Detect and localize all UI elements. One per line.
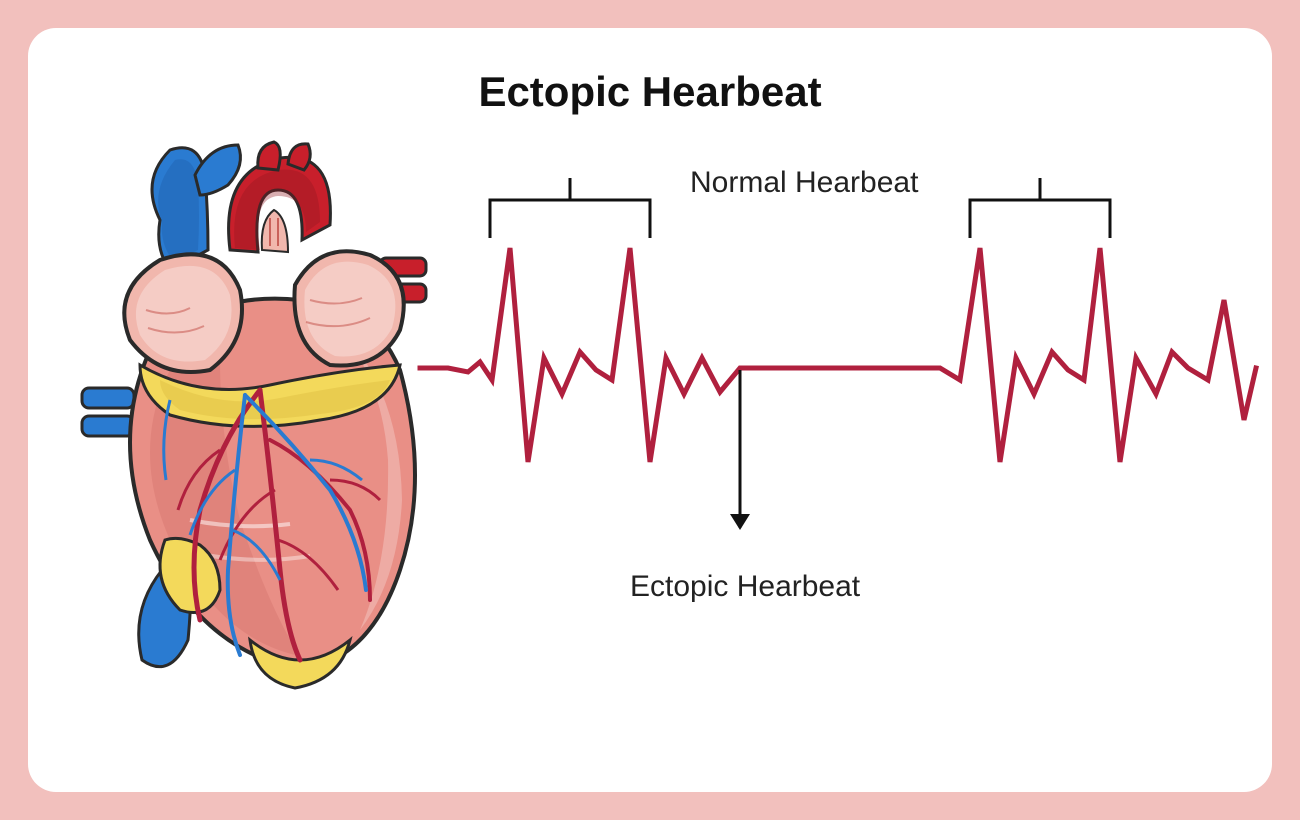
outer-frame: Ectopic Hearbeat Normal Hearbeat Ectopic… xyxy=(0,0,1300,820)
heart-illustration-icon xyxy=(70,140,440,700)
